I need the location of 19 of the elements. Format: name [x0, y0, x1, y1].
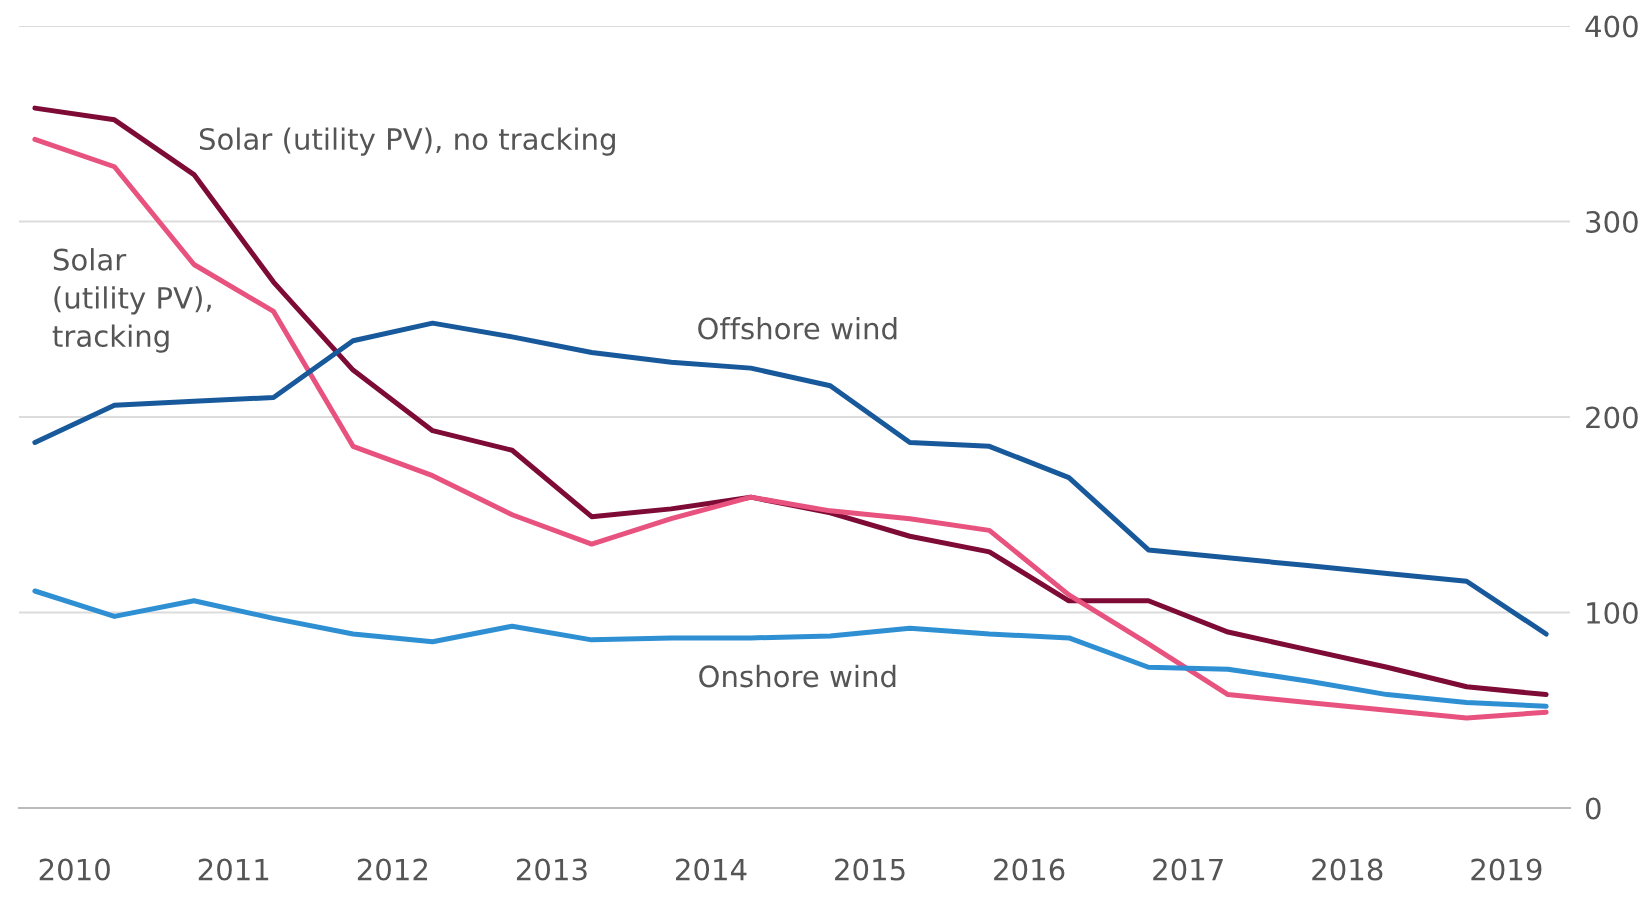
x-tick-label: 2018: [1312, 858, 1383, 881]
series-label: Solar (utility PV), tracking: [52, 248, 211, 353]
y-tick-label: 400: [1585, 15, 1638, 38]
series-label: Onshore wind: [699, 664, 896, 688]
y-tick-label: 200: [1586, 406, 1638, 429]
y-tick-label: 300: [1586, 210, 1638, 233]
x-tick-label: 2012: [357, 858, 428, 881]
series-label: Offshore wind: [698, 317, 897, 340]
x-tick-label: 2013: [516, 858, 587, 881]
x-tick-label: 2014: [676, 858, 747, 881]
x-tick-label: 2015: [835, 858, 905, 881]
x-tick-label: 2019: [1471, 858, 1542, 881]
y-tick-label: 100: [1587, 601, 1638, 624]
series-label: Solar (utility PV), no tracking: [199, 127, 615, 156]
x-tick-label: 2010: [39, 858, 110, 881]
x-tick-label: 2016: [994, 858, 1065, 881]
y-tick-label: 0: [1585, 797, 1601, 820]
x-tick-label: 2011: [198, 858, 269, 881]
x-tick-label: 2017: [1153, 858, 1223, 881]
